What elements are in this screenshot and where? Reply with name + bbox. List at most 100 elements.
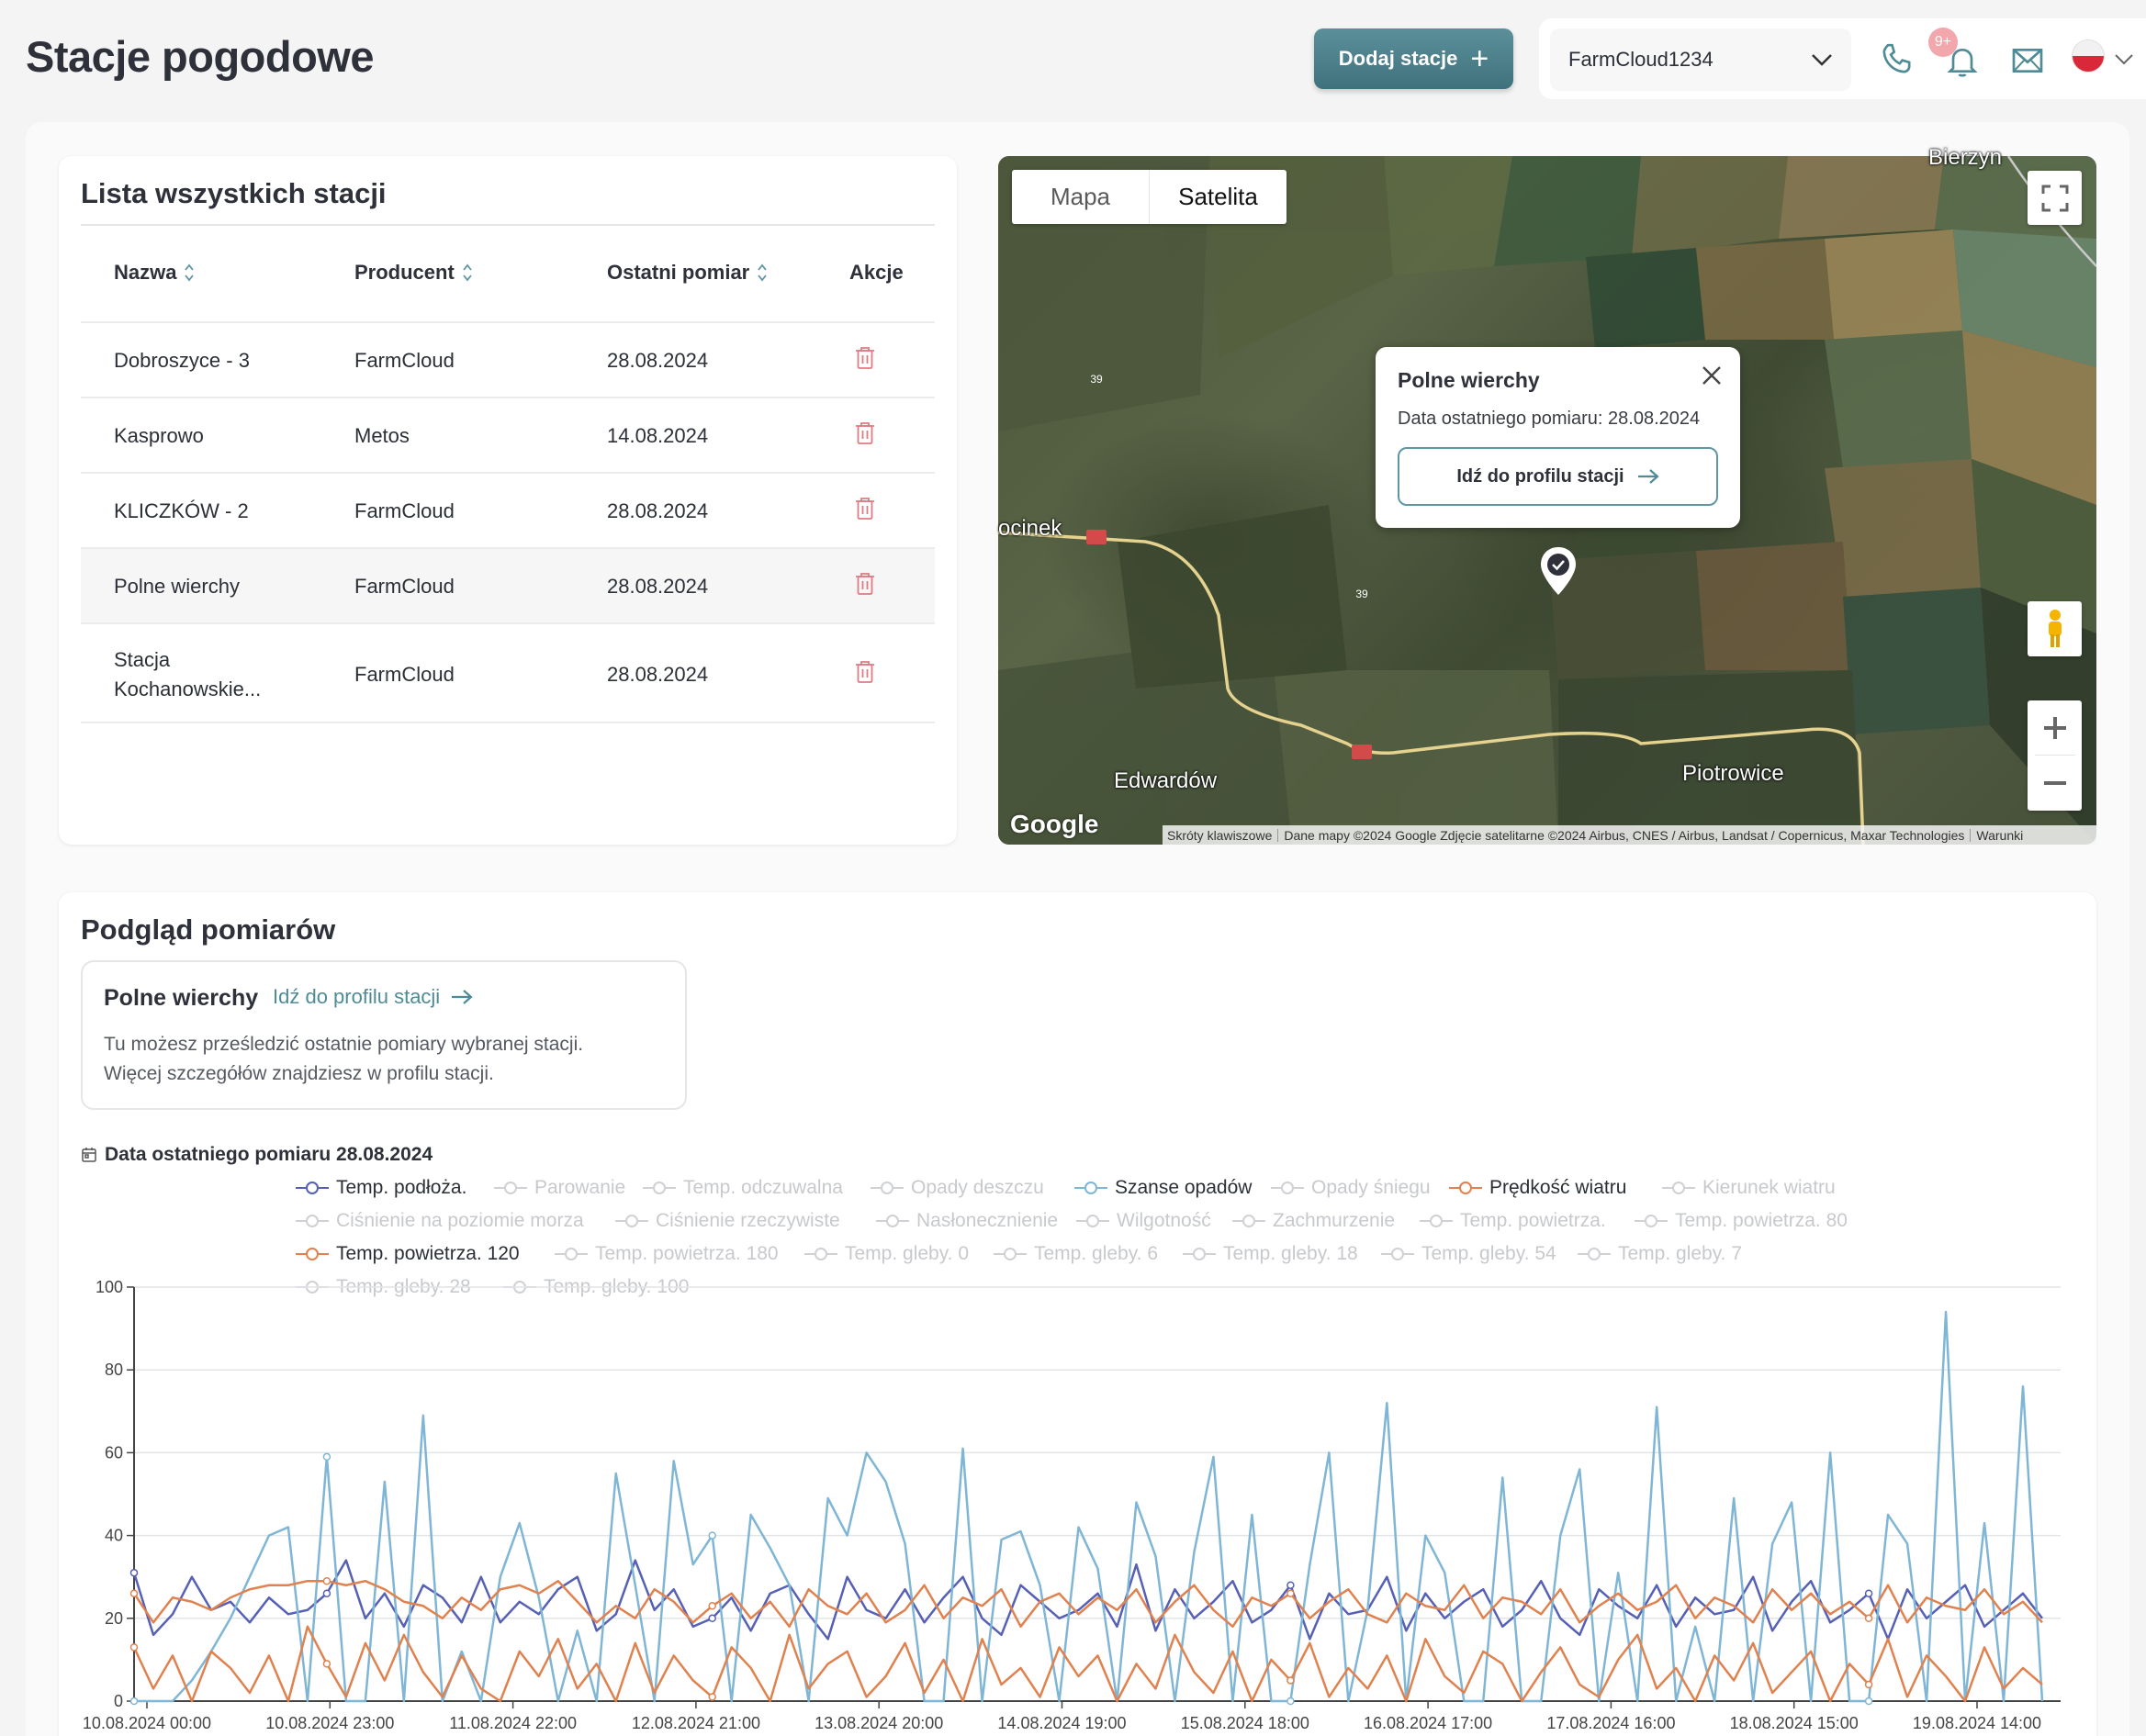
zoom-in-button[interactable]	[2034, 701, 2075, 756]
legend-marker-icon	[1381, 1247, 1414, 1261]
legend-item[interactable]: Ciśnienie na poziomie morza	[296, 1210, 584, 1232]
map-place-label: Bierzyn	[1928, 145, 2003, 170]
sort-icon	[463, 263, 472, 282]
map-place-label: Piotrowice	[1682, 761, 1784, 786]
legend-item[interactable]: Temp. gleby. 18	[1183, 1243, 1358, 1265]
legend-item[interactable]: Temp. gleby. 54	[1381, 1243, 1556, 1265]
tab-map[interactable]: Mapa	[1050, 183, 1111, 210]
mail-icon[interactable]	[2009, 42, 2046, 79]
legend-item[interactable]: Opady śniegu	[1271, 1177, 1431, 1199]
table-row-selected[interactable]	[81, 547, 935, 622]
delete-icon[interactable]	[854, 497, 876, 521]
sort-icon	[185, 263, 195, 282]
data-point	[1286, 1697, 1295, 1706]
data-point	[129, 1697, 139, 1706]
close-icon[interactable]	[1701, 364, 1723, 386]
zoom-out-button[interactable]	[2035, 756, 2075, 810]
arrow-right-icon	[452, 990, 473, 1004]
station-name[interactable]: Dobroszyce - 3	[114, 349, 250, 372]
column-header-name[interactable]: Nazwa	[114, 261, 195, 285]
legend-item[interactable]: Zachmurzenie	[1232, 1210, 1395, 1232]
legend-item[interactable]: Wilgotność	[1076, 1210, 1211, 1232]
go-to-station-profile-label: Idź do profilu stacji	[1456, 465, 1624, 487]
language-chevron-icon[interactable]	[2114, 53, 2134, 66]
column-header-producer[interactable]: Producent	[354, 261, 473, 285]
legend-marker-icon	[1578, 1247, 1611, 1261]
y-tick-label: 20	[105, 1609, 123, 1628]
column-header-last-measurement[interactable]: Ostatni pomiar	[607, 261, 768, 285]
x-tick-label: 10.08.2024 00:00	[83, 1714, 211, 1732]
legend-label: Temp. gleby. 0	[845, 1243, 970, 1264]
google-logo: Google	[1010, 810, 1099, 838]
legend-label: Temp. gleby. 54	[1421, 1243, 1556, 1264]
legend-item[interactable]: Temp. podłoża.	[296, 1177, 466, 1199]
legend-item[interactable]: Temp. powietrza.	[1420, 1210, 1606, 1232]
map-marker-icon[interactable]	[1539, 545, 1578, 597]
account-select[interactable]: FarmCloud1234	[1550, 28, 1851, 91]
measurements-title: Podgląd pomiarów	[81, 913, 336, 946]
flag-pl-icon[interactable]	[2073, 40, 2104, 72]
legend-marker-icon	[1271, 1181, 1304, 1195]
legend-item[interactable]: Ciśnienie rzeczywiste	[615, 1210, 840, 1232]
data-point	[1864, 1680, 1873, 1689]
satellite-map[interactable]	[998, 156, 2096, 845]
legend-item[interactable]: Temp. gleby. 7	[1578, 1243, 1742, 1265]
plus-icon: +	[1470, 41, 1489, 76]
legend-item[interactable]: Parowanie	[494, 1177, 625, 1199]
station-name[interactable]: Polne wierchy	[114, 575, 240, 598]
legend-item[interactable]: Temp. powietrza. 80	[1635, 1210, 1848, 1232]
data-point	[1864, 1697, 1873, 1706]
legend-item[interactable]: Opady deszczu	[871, 1177, 1044, 1199]
go-to-station-profile-button[interactable]: Idź do profilu stacji	[1398, 447, 1718, 506]
legend-marker-icon	[1662, 1181, 1695, 1195]
last-measurement-date-label: Data ostatniego pomiaru 28.08.2024	[105, 1144, 433, 1165]
delete-icon[interactable]	[854, 572, 876, 596]
legend-item[interactable]: Temp. gleby. 6	[994, 1243, 1158, 1265]
plus-icon	[2043, 717, 2066, 739]
bell-icon[interactable]	[1944, 42, 1981, 79]
legend-marker-icon	[876, 1214, 909, 1228]
legend-item[interactable]: Temp. powietrza. 120	[296, 1243, 520, 1265]
legend-item[interactable]: Temp. powietrza. 180	[555, 1243, 779, 1265]
legend-marker-icon	[1183, 1247, 1216, 1261]
x-tick-label: 12.08.2024 21:00	[632, 1714, 760, 1732]
station-name[interactable]: Kasprowo	[114, 424, 204, 447]
legend-label: Temp. powietrza. 180	[595, 1243, 779, 1264]
legend-item[interactable]: Szanse opadów	[1074, 1177, 1252, 1199]
legend-item[interactable]: Temp. odczuwalna	[643, 1177, 843, 1199]
legend-item[interactable]: Kierunek wiatru	[1662, 1177, 1836, 1199]
delete-icon[interactable]	[854, 660, 876, 684]
station-name[interactable]: KLICZKÓW - 2	[114, 499, 249, 522]
station-producer: FarmCloud	[354, 349, 455, 372]
station-name-line1[interactable]: Stacja	[114, 648, 171, 671]
table-row[interactable]	[81, 622, 935, 723]
table-row[interactable]	[81, 472, 935, 547]
terms-link[interactable]: Warunki	[1976, 827, 2024, 843]
table-row[interactable]	[81, 321, 935, 397]
table-row[interactable]	[81, 397, 935, 472]
legend-item[interactable]: Prędkość wiatru	[1449, 1177, 1626, 1199]
station-name-line2[interactable]: Kochanowskie...	[114, 678, 262, 700]
column-header-last-label: Ostatni pomiar	[607, 261, 750, 284]
legend-item[interactable]: Nasłonecznienie	[876, 1210, 1058, 1232]
add-station-button[interactable]: Dodaj stacje +	[1314, 28, 1513, 89]
map-attribution: Skróty klawiszowe Dane mapy ©2024 Google…	[1163, 825, 2096, 845]
street-view-button[interactable]	[2028, 601, 2082, 656]
legend-label: Wilgotność	[1117, 1210, 1211, 1231]
fullscreen-button[interactable]	[2028, 171, 2082, 225]
column-header-name-label: Nazwa	[114, 261, 177, 284]
legend-label: Temp. odczuwalna	[683, 1177, 843, 1198]
legend-label: Prędkość wiatru	[1489, 1177, 1627, 1198]
x-tick-label: 14.08.2024 19:00	[997, 1714, 1126, 1732]
tab-satellite[interactable]: Satelita	[1149, 170, 1286, 224]
x-tick-label: 15.08.2024 18:00	[1181, 1714, 1309, 1732]
data-point	[1286, 1581, 1295, 1589]
delete-icon[interactable]	[854, 346, 876, 370]
legend-item[interactable]: Temp. gleby. 0	[804, 1243, 969, 1265]
delete-icon[interactable]	[854, 421, 876, 445]
divider	[81, 224, 935, 226]
keyboard-shortcuts-link[interactable]: Skróty klawiszowe	[1167, 827, 1273, 843]
station-profile-link[interactable]: Idź do profilu stacji	[273, 985, 473, 1009]
phone-icon[interactable]	[1878, 41, 1915, 78]
road-sign: 39	[1090, 373, 1103, 386]
